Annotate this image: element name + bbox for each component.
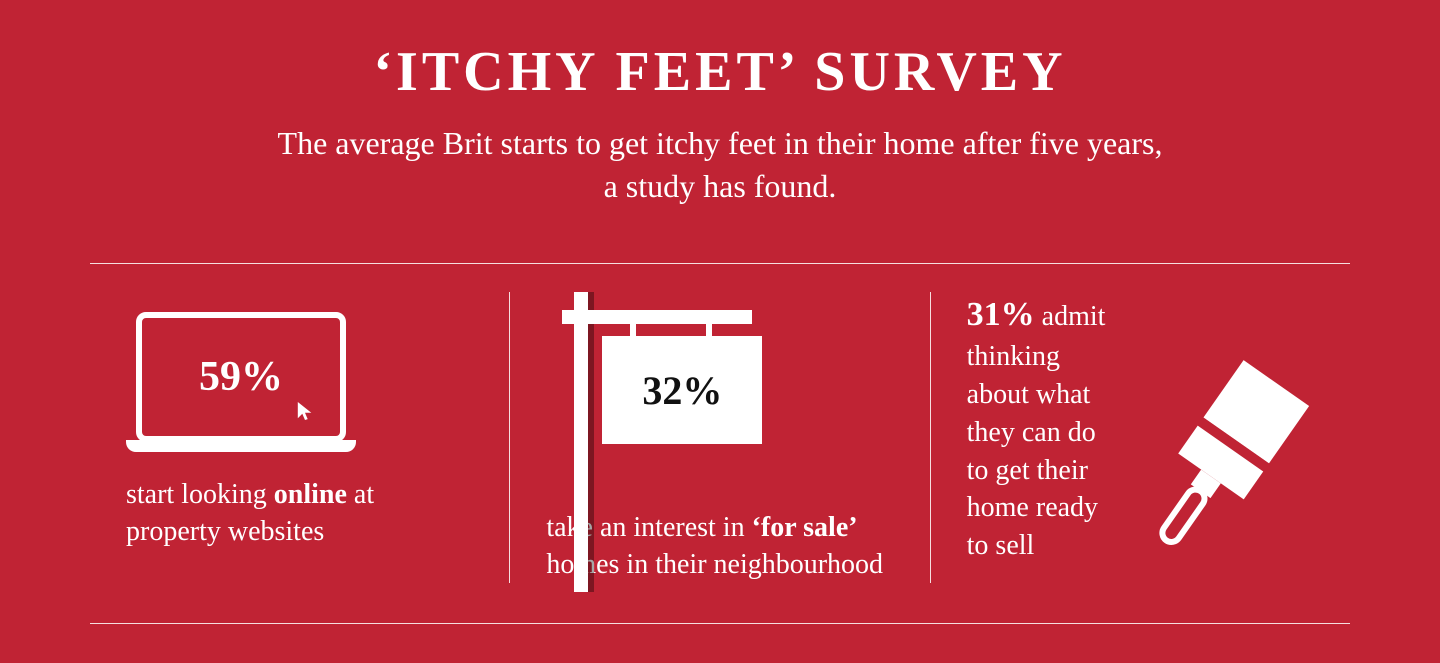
title: ‘ITCHY FEET’ SURVEY bbox=[90, 40, 1350, 104]
subtitle: The average Brit starts to get itchy fee… bbox=[270, 122, 1170, 208]
stat-col-2: 32% take an interest in ‘for sale’ homes… bbox=[509, 292, 929, 583]
stat-2-caption-post: homes in their neighbourhood bbox=[546, 549, 883, 580]
paintbrush-icon bbox=[1124, 355, 1314, 575]
stat-1-caption-bold: online bbox=[274, 479, 347, 510]
stat-1-pct: 59% bbox=[199, 353, 283, 401]
stat-1-caption-pre: start looking bbox=[126, 479, 274, 510]
stat-2-caption: take an interest in ‘for sale’ homes in … bbox=[546, 510, 893, 583]
stat-col-3: 31% admit thinking about what they can d… bbox=[930, 292, 1350, 583]
stat-3-caption-post: admit thinking about what they can do to… bbox=[967, 301, 1106, 561]
cursor-icon bbox=[296, 400, 314, 422]
stats-row: 59% start looking online at property web… bbox=[90, 264, 1350, 593]
stat-2-pct: 32% bbox=[642, 367, 722, 414]
stat-2-caption-bold: ‘for sale’ bbox=[752, 512, 858, 543]
stat-col-1: 59% start looking online at property web… bbox=[90, 292, 509, 583]
stat-3-pct: 31% bbox=[967, 296, 1035, 333]
for-sale-sign-icon: 32% bbox=[546, 292, 893, 492]
divider-bottom bbox=[90, 623, 1350, 624]
laptop-icon: 59% bbox=[126, 312, 473, 452]
stat-3-caption: 31% admit thinking about what they can d… bbox=[967, 292, 1116, 565]
infographic: ‘ITCHY FEET’ SURVEY The average Brit sta… bbox=[0, 0, 1440, 624]
stat-1-caption: start looking online at property website… bbox=[126, 477, 473, 550]
